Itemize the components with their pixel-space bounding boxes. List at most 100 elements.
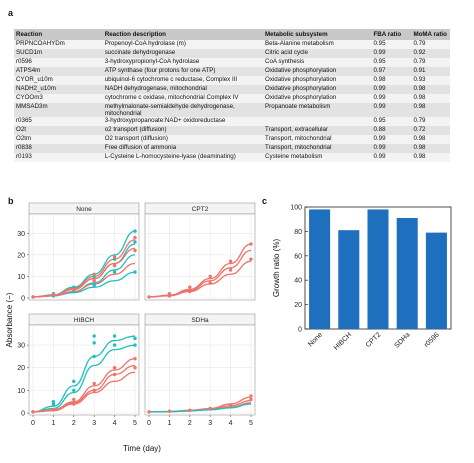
series-line: [32, 344, 136, 413]
cell-reaction: MMSAD3m: [14, 103, 103, 118]
cell-moma: 0.72: [411, 126, 450, 136]
facet-title: None: [76, 206, 92, 213]
series-line: [32, 371, 136, 413]
table-row: O2t o2 transport (diffusion) Transport, ex…: [14, 126, 450, 136]
cell-reaction: CYOOm3: [14, 94, 103, 103]
bar-cpt2: [367, 209, 389, 329]
facet-title: CPT2: [192, 206, 209, 213]
y-axis-label: Absorbance (−): [5, 292, 14, 347]
cell-reaction: O2tm: [14, 135, 103, 145]
table-row: r0365 3-hydroxypropanoate:NAD+ oxidoreduc…: [14, 117, 450, 127]
table-row: MMSAD3m methylmalonate-semialdehyde dehyd…: [14, 103, 450, 118]
data-point: [112, 263, 117, 268]
data-point: [72, 287, 76, 292]
y-tick-label: 10: [17, 274, 25, 281]
header-moma: MoMA ratio: [411, 29, 450, 40]
data-point: [133, 248, 137, 253]
table-row: CYOOm3 cytochrome c oxidase, mitochondria…: [14, 94, 450, 103]
data-point: [92, 283, 96, 287]
cell-description: NADH dehydrogenase, mitochondrial: [102, 85, 264, 94]
y-tick-label: 40: [294, 278, 302, 285]
y-tick-label: 60: [294, 253, 302, 260]
cell-subsystem: Transport, extracellular: [263, 126, 372, 136]
cell-fba: 0.99: [371, 153, 412, 163]
cell-description: ubiquinol-6 cytochrome c reductase, Comp…: [102, 76, 264, 85]
x-tick-label: 1: [167, 420, 171, 427]
table-row: CYOR_u10m ubiquinol-6 cytochrome c reduct…: [14, 76, 450, 85]
cell-subsystem: CoA synthesis: [263, 58, 372, 67]
cell-subsystem: Cysteine metabolism: [263, 153, 372, 163]
data-point: [208, 274, 212, 279]
cell-description: cytochrome c oxidase, mitochondrial Comp…: [102, 94, 264, 103]
cell-subsystem: Oxidative phosphorylation: [263, 67, 372, 76]
data-point: [228, 268, 233, 272]
x-tick-label: 3: [208, 420, 212, 427]
data-point: [188, 289, 192, 294]
bar-none: [309, 209, 331, 329]
header-fba: FBA ratio: [371, 29, 412, 40]
series-line: [32, 364, 136, 413]
cell-subsystem: Oxidative phosphorylation: [263, 76, 372, 85]
cell-description: ATP synthase (four protons for one ATP): [102, 67, 264, 76]
cell-moma: 0.92: [411, 49, 450, 58]
data-point: [112, 372, 117, 377]
series-line: [32, 335, 136, 413]
data-point: [133, 356, 137, 361]
cell-fba: 0.99: [371, 49, 412, 58]
data-point: [147, 410, 151, 414]
y-tick-label: 100: [290, 205, 302, 212]
facet-title: HIBCH: [74, 317, 95, 324]
x-tick-label: 5: [249, 420, 253, 427]
cell-reaction: O2t: [14, 126, 103, 136]
table-row: r0193 L-Cysteine L-homocysteine-lyase (de…: [14, 153, 450, 163]
cell-fba: 0.99: [371, 144, 412, 154]
data-point: [188, 285, 192, 289]
cell-description: Free diffusion of ammonia: [102, 144, 264, 154]
data-point: [249, 397, 253, 402]
table-row: PRPNCOAHYDm Propenoyl-CoA hydrolase (m) Be…: [14, 40, 450, 49]
data-point: [133, 229, 137, 233]
bar-r0596: [425, 232, 447, 329]
cell-reaction: CYOR_u10m: [14, 76, 103, 85]
data-point: [167, 291, 172, 296]
cell-description: o2 transport (diffusion): [102, 126, 264, 136]
data-point: [188, 408, 192, 412]
y-tick-label: 0: [298, 327, 302, 334]
y-tick-label: 30: [17, 343, 25, 350]
x-tick-label: 3: [92, 420, 96, 427]
cell-subsystem: Transport, mitochondrial: [263, 144, 372, 154]
cell-moma: 0.93: [411, 76, 450, 85]
panel-label-a: a: [8, 8, 14, 18]
data-point: [112, 343, 117, 347]
data-point: [92, 381, 96, 386]
y-tick-label: 0: [21, 411, 25, 418]
x-tick-label: 2: [72, 420, 76, 427]
data-point: [208, 406, 212, 411]
data-point: [112, 334, 117, 338]
data-point: [133, 240, 137, 244]
cell-moma: 0.79: [411, 40, 450, 49]
cell-fba: 0.99: [371, 94, 412, 103]
table-row: r0838 Free diffusion of ammonia Transport,…: [14, 144, 450, 154]
cell-fba: 0.99: [371, 103, 412, 118]
data-point: [92, 354, 96, 359]
cell-description: 3-hydroxypropanoate:NAD+ oxidoreductase: [102, 117, 264, 127]
header-reaction: Reaction: [14, 29, 103, 40]
table-row: NADH2_u10m NADH dehydrogenase, mitochondr…: [14, 85, 450, 94]
y-tick-label: 30: [17, 231, 25, 238]
data-point: [92, 341, 96, 345]
data-point: [133, 343, 137, 347]
data-point: [208, 281, 212, 285]
data-point: [112, 270, 117, 274]
table-row: O2tm O2 transport (diffusion) Transport, m…: [14, 135, 450, 145]
cell-description: succinate dehydrogenase: [102, 49, 264, 58]
table-row: r0596 3-hydroxypropionyl-CoA hydrolase CoA…: [14, 58, 450, 67]
x-tick-label: 1: [51, 420, 55, 427]
cell-moma: 0.79: [411, 58, 450, 67]
y-tick-label: 20: [17, 252, 25, 259]
cell-fba: 0.99: [371, 135, 412, 145]
data-point: [133, 270, 137, 274]
cell-moma: 0.79: [411, 117, 450, 127]
data-point: [72, 388, 76, 393]
